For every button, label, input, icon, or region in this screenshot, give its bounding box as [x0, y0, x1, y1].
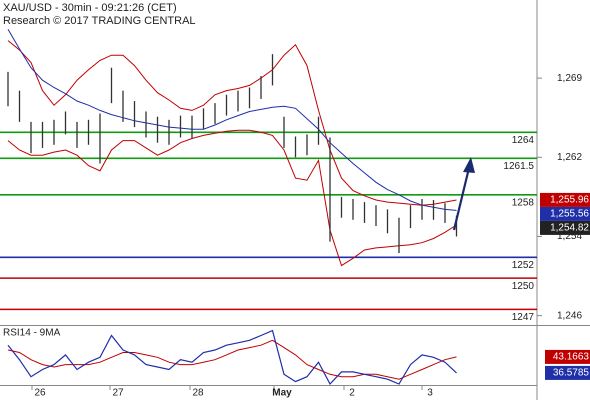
level-label: 1252	[512, 260, 535, 271]
price-tag: 1,255.56	[550, 209, 589, 220]
price-tag: 1,255.96	[550, 195, 589, 206]
x-tick-label: 27	[112, 388, 124, 399]
level-label: 1250	[512, 281, 535, 292]
price-tag-box	[540, 206, 590, 221]
price-tag: 1,254.82	[550, 223, 589, 234]
x-tick-label: 2	[349, 388, 355, 399]
y-tick-label: 1,269	[557, 73, 582, 84]
x-tick-label: 3	[427, 388, 433, 399]
level-label: 1247	[512, 312, 535, 323]
level-label: 1261.5	[503, 161, 534, 172]
y-tick-label: 1,246	[557, 310, 582, 321]
rsi-line	[7, 329, 457, 386]
y-tick-label: 1,262	[557, 152, 582, 163]
price-tag-box	[540, 220, 590, 235]
bollinger-upper	[7, 40, 457, 206]
header-subtitle: Research © 2017 TRADING CENTRAL	[3, 15, 196, 27]
bollinger-lower	[7, 129, 457, 267]
arrow-shaft	[452, 167, 471, 231]
price-tag-box	[540, 192, 590, 207]
x-tick-label: 26	[34, 388, 46, 399]
rsi-tag-box	[545, 349, 590, 364]
header-bg	[0, 0, 188, 28]
y-tick-label: 1,254	[557, 231, 582, 242]
arrow-head	[463, 157, 475, 173]
rsi-tag: 36.5785	[553, 368, 590, 379]
rsi-tag-box	[545, 365, 590, 380]
rsi-tag: 43.1663	[553, 352, 590, 363]
header-title: XAU/USD - 30min - 09:21:26 (CET)	[3, 2, 177, 14]
x-tick-label: May	[272, 388, 292, 399]
x-tick-label: 28	[192, 388, 204, 399]
moving-average	[7, 28, 457, 211]
level-label: 1264	[512, 135, 535, 146]
forecast-arrow	[452, 157, 475, 231]
rsi-title: RSI14 - 9MA	[3, 328, 61, 339]
rsi-ma-line	[7, 339, 457, 380]
level-label: 1258	[512, 197, 535, 208]
